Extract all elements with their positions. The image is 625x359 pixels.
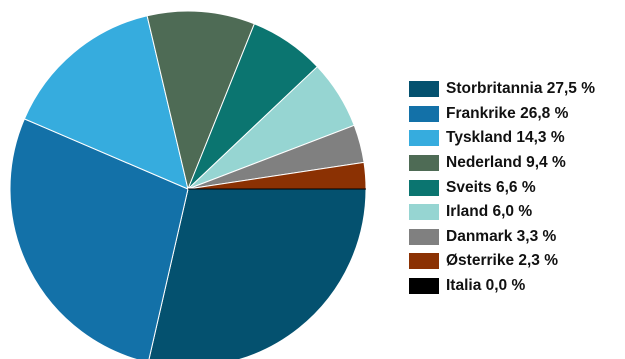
legend-swatch-osterrike <box>409 253 439 270</box>
legend-item-irland: Irland 6,0 % <box>409 200 595 225</box>
legend-label-tyskland: Tyskland 14,3 % <box>446 129 565 147</box>
legend-label-sveits: Sveits 6,6 % <box>446 178 536 196</box>
legend-label-danmark: Danmark 3,3 % <box>446 227 557 245</box>
legend-swatch-danmark <box>409 228 439 245</box>
legend-swatch-irland <box>409 204 439 221</box>
legend-label-osterrike: Østerrike 2,3 % <box>446 252 559 270</box>
legend-label-storbritannia: Storbritannia 27,5 % <box>446 80 596 98</box>
legend-item-italia: Italia 0,0 % <box>409 274 595 299</box>
legend-item-frankrike: Frankrike 26,8 % <box>409 102 595 127</box>
legend-item-osterrike: Østerrike 2,3 % <box>409 249 595 274</box>
pie-slice-frankrike <box>9 118 189 359</box>
legend-label-frankrike: Frankrike 26,8 % <box>446 104 569 122</box>
pie-slice-nederland <box>146 10 255 190</box>
legend-label-irland: Irland 6,0 % <box>446 203 533 221</box>
legend-label-italia: Italia 0,0 % <box>446 277 526 295</box>
pie-slices <box>9 10 367 359</box>
legend-item-danmark: Danmark 3,3 % <box>409 225 595 250</box>
pie-slice-tyskland <box>23 15 189 190</box>
pie-slice-storbritannia <box>148 188 367 359</box>
legend-label-nederland: Nederland 9,4 % <box>446 154 566 172</box>
legend-swatch-italia <box>409 278 439 295</box>
legend-item-tyskland: Tyskland 14,3 % <box>409 126 595 151</box>
legend-swatch-sveits <box>409 179 439 196</box>
legend-swatch-frankrike <box>409 105 439 122</box>
legend: Storbritannia 27,5 % Frankrike 26,8 % Ty… <box>409 77 595 298</box>
legend-swatch-tyskland <box>409 130 439 147</box>
legend-item-sveits: Sveits 6,6 % <box>409 175 595 200</box>
legend-item-storbritannia: Storbritannia 27,5 % <box>409 77 595 102</box>
legend-item-nederland: Nederland 9,4 % <box>409 151 595 176</box>
legend-swatch-storbritannia <box>409 81 439 98</box>
legend-swatch-nederland <box>409 155 439 172</box>
